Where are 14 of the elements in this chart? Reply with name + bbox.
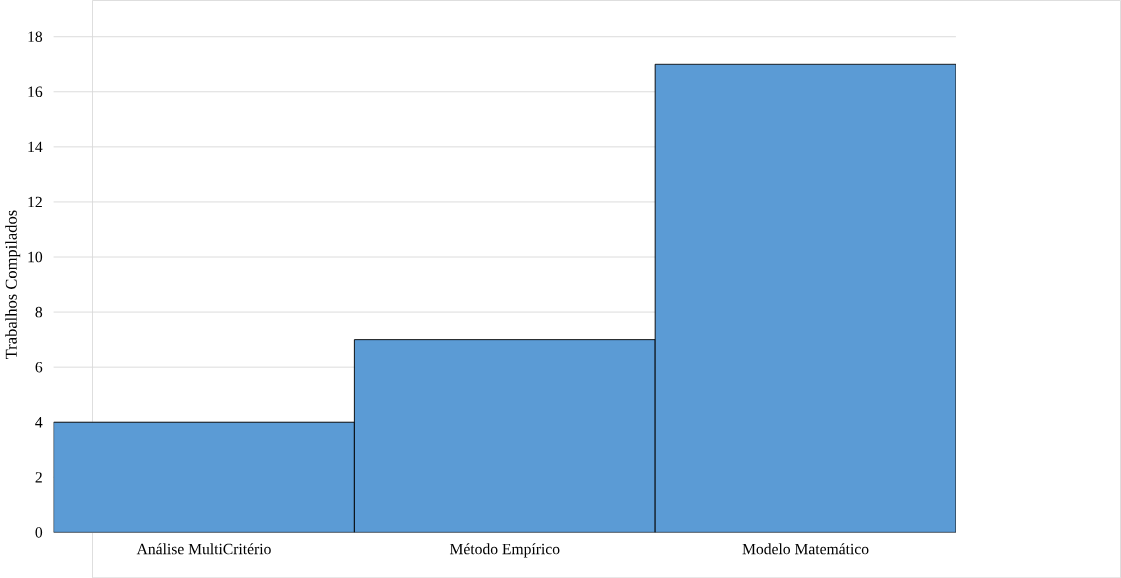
y-tick-label: 10 bbox=[28, 251, 43, 263]
x-tick-label: Análise MultiCritério bbox=[136, 543, 271, 555]
y-tick-label: 6 bbox=[35, 361, 43, 373]
y-tick-label: 2 bbox=[35, 472, 42, 483]
y-axis-title: Trabalhos Compilados bbox=[5, 210, 21, 359]
y-tick-label: 14 bbox=[28, 141, 43, 152]
y-tick-label: 18 bbox=[28, 31, 43, 42]
y-tick-label: 16 bbox=[28, 86, 43, 97]
y-tick-label: 4 bbox=[35, 416, 43, 428]
y-tick-label: 0 bbox=[35, 526, 43, 538]
y-tick-label: 8 bbox=[35, 306, 43, 318]
y-tick-label: 12 bbox=[28, 196, 42, 207]
x-tick-label: Método Empírico bbox=[449, 543, 560, 558]
x-tick-label: Modelo Matemático bbox=[742, 543, 869, 555]
